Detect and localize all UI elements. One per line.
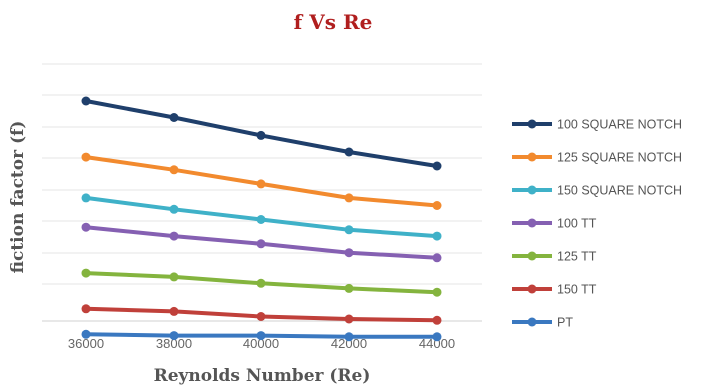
data-point [344, 147, 354, 157]
data-point [256, 331, 266, 341]
chart-title: f Vs Re [294, 10, 373, 34]
data-point [169, 204, 179, 214]
series-5 [81, 304, 442, 325]
data-point [169, 306, 179, 316]
data-point [81, 96, 91, 106]
legend-item: 150 TT [512, 283, 597, 297]
x-tick-label: 42000 [331, 336, 367, 351]
legend-item: 100 SQUARE NOTCH [512, 118, 682, 132]
series-1 [81, 152, 442, 210]
series-3 [81, 222, 442, 263]
legend-item: PT [512, 316, 573, 330]
legend-swatch-marker [527, 119, 537, 129]
data-point [256, 130, 266, 140]
series-0 [81, 96, 442, 171]
data-point [81, 268, 91, 278]
data-point [256, 312, 266, 321]
data-point [256, 215, 266, 224]
data-point [344, 193, 354, 203]
legend-swatch-marker [527, 218, 537, 228]
x-tick-label: 38000 [156, 336, 192, 351]
data-point [169, 272, 179, 282]
data-point [81, 193, 91, 203]
data-point [432, 315, 442, 325]
legend-item: 125 SQUARE NOTCH [512, 151, 682, 165]
data-point [169, 165, 179, 175]
data-point [432, 201, 442, 210]
data-point [81, 152, 91, 162]
legend-item: 150 SQUARE NOTCH [512, 184, 682, 198]
data-point [344, 314, 354, 324]
legend-label: 150 SQUARE NOTCH [557, 184, 682, 198]
data-point [169, 113, 179, 122]
data-point [432, 231, 442, 241]
legend-label: PT [557, 316, 573, 330]
y-axis-title: fiction factor (f) [8, 121, 28, 274]
gridlines [42, 63, 482, 285]
legend-swatch-marker [527, 251, 537, 261]
data-point [344, 332, 354, 342]
x-tick-label: 44000 [419, 336, 455, 351]
x-axis-title: Reynolds Number (Re) [154, 366, 371, 386]
data-point [344, 283, 354, 293]
series-2 [81, 193, 442, 241]
data-point [81, 304, 91, 314]
series-6 [81, 329, 442, 342]
legend-swatch-marker [527, 185, 537, 195]
x-tick-labels: 36000 38000 40000 42000 44000 [68, 336, 455, 351]
legend-swatch-marker [527, 284, 537, 294]
legend-label: 100 TT [557, 217, 597, 231]
legend-item: 125 TT [512, 250, 597, 264]
legend-swatch-marker [527, 317, 537, 327]
data-point [344, 248, 354, 258]
legend-label: 100 SQUARE NOTCH [557, 118, 682, 132]
data-point [344, 225, 354, 235]
series-4 [81, 268, 442, 297]
data-point [432, 332, 442, 342]
data-point [432, 287, 442, 297]
series-lines [81, 96, 442, 342]
x-tick-label: 40000 [243, 336, 279, 351]
legend-swatch-marker [527, 152, 537, 162]
data-point [81, 329, 91, 339]
data-point [81, 222, 91, 232]
data-point [256, 239, 266, 249]
data-point [169, 331, 179, 341]
data-point [256, 278, 266, 288]
legend-label: 125 TT [557, 250, 597, 264]
legend-item: 100 TT [512, 217, 597, 231]
legend-label: 125 SQUARE NOTCH [557, 151, 682, 165]
data-point [432, 161, 442, 171]
x-tick-label: 36000 [68, 336, 104, 351]
legend-label: 150 TT [557, 283, 597, 297]
data-point [256, 179, 266, 189]
data-point [169, 231, 179, 241]
legend: 100 SQUARE NOTCH 125 SQUARE NOTCH 150 SQUA… [512, 118, 682, 330]
data-point [432, 253, 442, 263]
